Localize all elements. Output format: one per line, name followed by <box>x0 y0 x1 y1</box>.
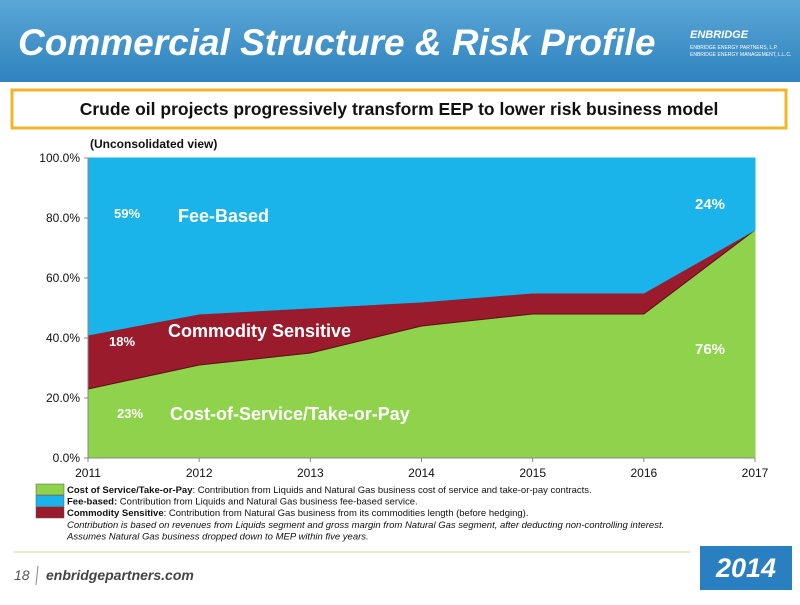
footer-divider <box>35 565 39 586</box>
footer-year: 2014 <box>715 553 776 583</box>
logo: ENBRIDGE <box>690 29 749 41</box>
x-tick-label: 2015 <box>519 466 546 480</box>
area <box>87 157 756 336</box>
x-tick-label: 2011 <box>75 466 101 480</box>
logo-line: ENBRIDGE ENERGY MANAGEMENT, L.L.C. <box>690 52 791 58</box>
series-label: Cost-of-Service/Take-or-Pay <box>170 404 410 424</box>
legend-entry: Fee-based: Contribution from Liquids and… <box>67 497 418 508</box>
legend-swatch <box>35 483 65 496</box>
legend-swatch <box>35 506 65 519</box>
y-tick-label: 80.0% <box>46 211 80 225</box>
legend-term: Fee-based: <box>67 497 117 508</box>
x-tick-label: 2016 <box>630 466 657 480</box>
x-tick-label: 2013 <box>297 466 324 480</box>
logo-line: ENBRIDGE ENERGY PARTNERS, L.P. <box>690 45 778 51</box>
legend-term: Cost of Service/Take-or-Pay <box>67 485 193 496</box>
x-tick-label: 2014 <box>408 466 435 480</box>
legend-swatch <box>35 495 65 507</box>
legend-text: Contribution from Liquids and Natural Ga… <box>117 497 417 508</box>
value-label: 23% <box>117 406 143 421</box>
series-label: Fee-Based <box>178 206 269 226</box>
value-label: 59% <box>114 206 140 221</box>
x-tick-label: 2017 <box>742 466 769 480</box>
y-tick-label: 40.0% <box>46 331 80 345</box>
x-tick-label: 2012 <box>186 466 213 480</box>
value-label: 18% <box>109 334 135 349</box>
subtitle: Crude oil projects progressively transfo… <box>80 99 719 119</box>
legend-entry: Commodity Sensitive: Contribution from N… <box>67 508 528 519</box>
y-tick-label: 20.0% <box>46 391 80 405</box>
y-tick-label: 0.0% <box>53 451 81 465</box>
value-label: 76% <box>695 341 725 358</box>
year-box <box>700 546 792 590</box>
subtitle-box <box>10 88 788 130</box>
legend-text: : Contribution from Liquids and Natural … <box>192 485 591 496</box>
chart-note: Assumes Natural Gas business dropped dow… <box>66 532 369 543</box>
legend-text: : Contribution from Natural Gas business… <box>164 508 529 519</box>
series-label: Commodity Sensitive <box>168 321 351 341</box>
legend-entry: Cost of Service/Take-or-Pay: Contributio… <box>67 485 592 496</box>
y-tick-label: 60.0% <box>46 271 80 285</box>
y-tick-label: 100.0% <box>39 151 80 165</box>
page-number: 18 <box>14 567 30 583</box>
chart-annotation: (Unconsolidated view) <box>90 137 217 151</box>
chart-note: Contribution is based on revenues from L… <box>67 520 664 531</box>
value-label: 24% <box>695 196 725 213</box>
header-band <box>0 0 800 82</box>
slide-title: Commercial Structure & Risk Profile <box>18 22 655 63</box>
footer-site: enbridgepartners.com <box>46 567 194 583</box>
legend-term: Commodity Sensitive <box>67 508 164 519</box>
